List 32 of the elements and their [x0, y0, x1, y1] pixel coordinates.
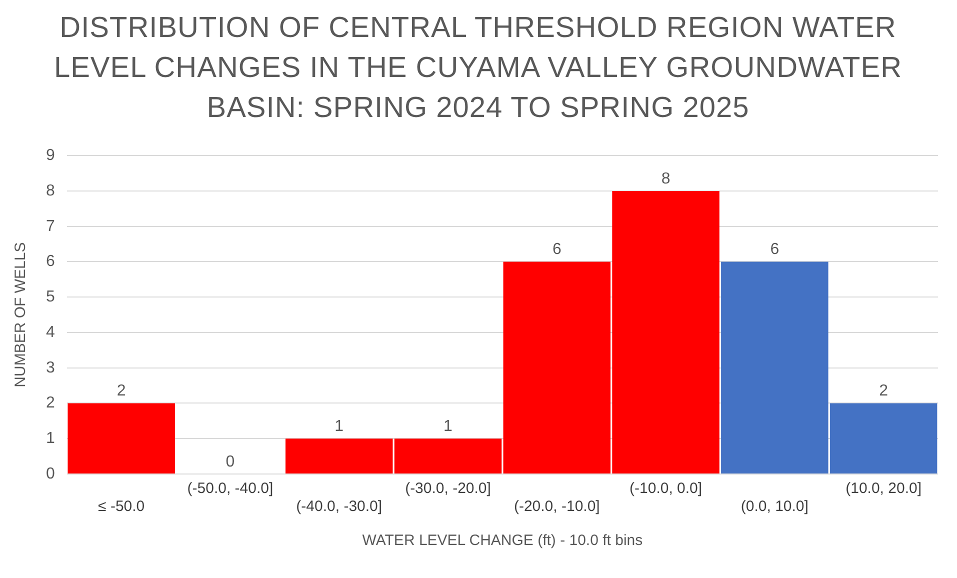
y-tick-label: 3: [46, 359, 55, 376]
data-label: 1: [444, 418, 453, 436]
data-label: 6: [552, 241, 562, 258]
y-tick-label: 6: [46, 253, 55, 270]
bar: [394, 438, 502, 474]
x-tick-label: (0.0, 10.0]: [740, 498, 808, 516]
x-axis-title: WATER LEVEL CHANGE (ft) - 10.0 ft bins: [362, 532, 643, 550]
y-tick-label: 8: [46, 182, 55, 200]
y-tick-label: 5: [46, 288, 55, 306]
y-tick-label: 2: [46, 394, 55, 412]
bar: [68, 403, 175, 474]
data-label: 2: [116, 382, 126, 400]
bar: [285, 438, 393, 474]
y-tick-label: 4: [46, 324, 55, 341]
x-tick-label: (10.0, 20.0]: [846, 480, 922, 498]
y-tick-label: 1: [46, 430, 55, 448]
data-label: 2: [879, 382, 888, 400]
y-axis-title: NUMBER OF WELLS: [12, 242, 30, 388]
x-tick-label: (-10.0, 0.0]: [630, 480, 702, 498]
data-label: 8: [661, 170, 670, 188]
data-label: 0: [226, 453, 235, 470]
x-tick-label: (-40.0, -30.0]: [296, 498, 382, 516]
data-label: 1: [334, 418, 344, 436]
y-tick-label: 9: [46, 147, 55, 164]
x-tick-label: (-50.0, -40.0]: [187, 480, 274, 498]
y-tick-label: 0: [46, 465, 55, 482]
y-tick-label: 7: [46, 218, 55, 235]
x-tick-label: ≤ -50.0: [98, 498, 145, 516]
x-tick-label: (-20.0, -10.0]: [514, 498, 600, 516]
data-label: 6: [770, 241, 780, 258]
x-tick-label: (-30.0, -20.0]: [405, 480, 491, 498]
chart-title: DISTRIBUTION OF CENTRAL THRESHOLD REGION WATER LEVEL CHANGES IN THE CUYAMA VALLEY GROUNDWATER BASIN: SPRING 2024 TO SPRING 2025: [52, 11, 904, 126]
